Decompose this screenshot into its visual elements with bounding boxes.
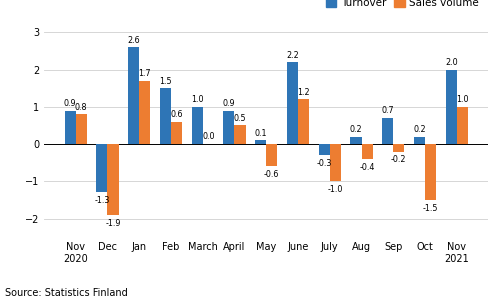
Text: -0.4: -0.4 — [359, 163, 375, 172]
Text: 1.0: 1.0 — [456, 95, 468, 104]
Text: 0.9: 0.9 — [64, 99, 76, 108]
Bar — [235, 126, 246, 144]
Text: 0.0: 0.0 — [202, 133, 214, 141]
Text: 1.0: 1.0 — [191, 95, 204, 104]
Bar — [266, 144, 278, 166]
Bar — [128, 47, 139, 144]
Bar — [75, 114, 87, 144]
Bar — [171, 122, 182, 144]
Text: 2.2: 2.2 — [286, 50, 299, 60]
Legend: Turnover, Sales volume: Turnover, Sales volume — [322, 0, 483, 12]
Bar — [318, 144, 330, 155]
Bar — [351, 136, 361, 144]
Text: Source: Statistics Finland: Source: Statistics Finland — [5, 288, 128, 298]
Text: 0.6: 0.6 — [170, 110, 183, 119]
Text: 2.0: 2.0 — [445, 58, 458, 67]
Text: 1.2: 1.2 — [297, 88, 310, 97]
Bar — [65, 111, 75, 144]
Text: 0.2: 0.2 — [413, 125, 426, 134]
Bar — [446, 70, 457, 144]
Text: 0.5: 0.5 — [234, 114, 246, 123]
Text: 1.5: 1.5 — [159, 77, 172, 86]
Bar — [425, 144, 436, 200]
Bar — [192, 107, 203, 144]
Text: 2.6: 2.6 — [127, 36, 140, 45]
Text: 1.7: 1.7 — [139, 69, 151, 78]
Text: -1.9: -1.9 — [105, 219, 121, 227]
Text: -0.2: -0.2 — [391, 155, 407, 164]
Bar — [160, 88, 171, 144]
Bar — [298, 99, 309, 144]
Text: -1.5: -1.5 — [423, 204, 438, 212]
Text: 0.1: 0.1 — [254, 129, 267, 138]
Bar — [287, 62, 298, 144]
Bar — [107, 144, 118, 215]
Bar — [382, 118, 393, 144]
Bar — [255, 140, 266, 144]
Bar — [223, 111, 235, 144]
Text: -1.3: -1.3 — [94, 196, 109, 205]
Bar — [393, 144, 404, 151]
Text: 0.8: 0.8 — [75, 103, 87, 112]
Text: 0.9: 0.9 — [222, 99, 235, 108]
Text: -0.3: -0.3 — [317, 159, 332, 168]
Bar — [139, 81, 150, 144]
Text: -0.6: -0.6 — [264, 170, 280, 179]
Text: -1.0: -1.0 — [328, 185, 343, 194]
Bar — [361, 144, 373, 159]
Bar — [330, 144, 341, 181]
Text: 0.2: 0.2 — [350, 125, 362, 134]
Text: 0.7: 0.7 — [382, 106, 394, 116]
Bar — [457, 107, 468, 144]
Bar — [96, 144, 107, 192]
Bar — [414, 136, 425, 144]
